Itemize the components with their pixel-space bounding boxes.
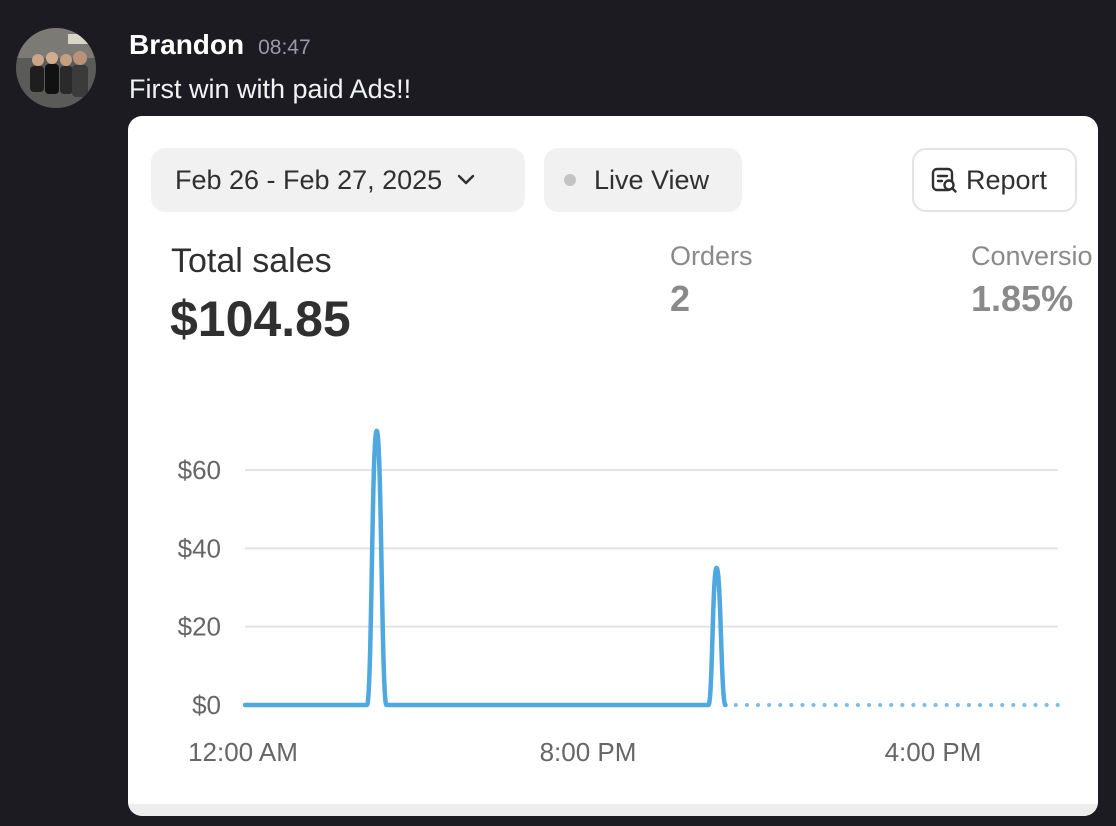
total-sales-label: Total sales xyxy=(171,242,332,280)
live-view-button[interactable]: Live View xyxy=(544,148,742,212)
analytics-screenshot-card[interactable]: Feb 26 - Feb 27, 2025 Live View Report T… xyxy=(128,116,1098,816)
date-range-picker[interactable]: Feb 26 - Feb 27, 2025 xyxy=(151,148,525,212)
author-name[interactable]: Brandon xyxy=(129,29,245,60)
report-label: Report xyxy=(966,164,1048,195)
x-tick-label: 4:00 PM xyxy=(885,737,982,767)
live-status-dot-icon xyxy=(564,174,576,186)
user-avatar[interactable] xyxy=(16,28,96,108)
chevron-down-icon xyxy=(457,174,475,185)
message-text: First win with paid Ads!! xyxy=(129,74,412,104)
group-photo-avatar-icon xyxy=(16,28,96,108)
live-view-label: Live View xyxy=(594,164,710,195)
y-tick-label: $0 xyxy=(192,690,221,720)
conversion-value: 1.85% xyxy=(971,278,1074,319)
y-tick-label: $60 xyxy=(178,455,221,485)
sales-line-chart: $0 $20 $40 $60 12:00 AM 8:00 PM 4:00 PM xyxy=(178,428,1060,767)
sales-line xyxy=(242,428,728,708)
card-bottom-strip xyxy=(128,804,1098,816)
x-tick-label: 12:00 AM xyxy=(188,737,298,767)
orders-value: 2 xyxy=(670,278,691,319)
report-search-icon xyxy=(931,167,957,193)
x-tick-label: 8:00 PM xyxy=(540,737,637,767)
conversion-label: Conversio xyxy=(971,241,1093,271)
y-tick-label: $20 xyxy=(178,612,221,642)
total-sales-value: $104.85 xyxy=(170,291,351,347)
message-timestamp: 08:47 xyxy=(258,36,311,59)
date-range-label: Feb 26 - Feb 27, 2025 xyxy=(175,164,443,195)
report-button[interactable]: Report xyxy=(912,148,1077,212)
message-header: Brandon 08:47 xyxy=(129,29,311,61)
orders-label: Orders xyxy=(670,241,753,271)
y-tick-label: $40 xyxy=(178,533,221,563)
